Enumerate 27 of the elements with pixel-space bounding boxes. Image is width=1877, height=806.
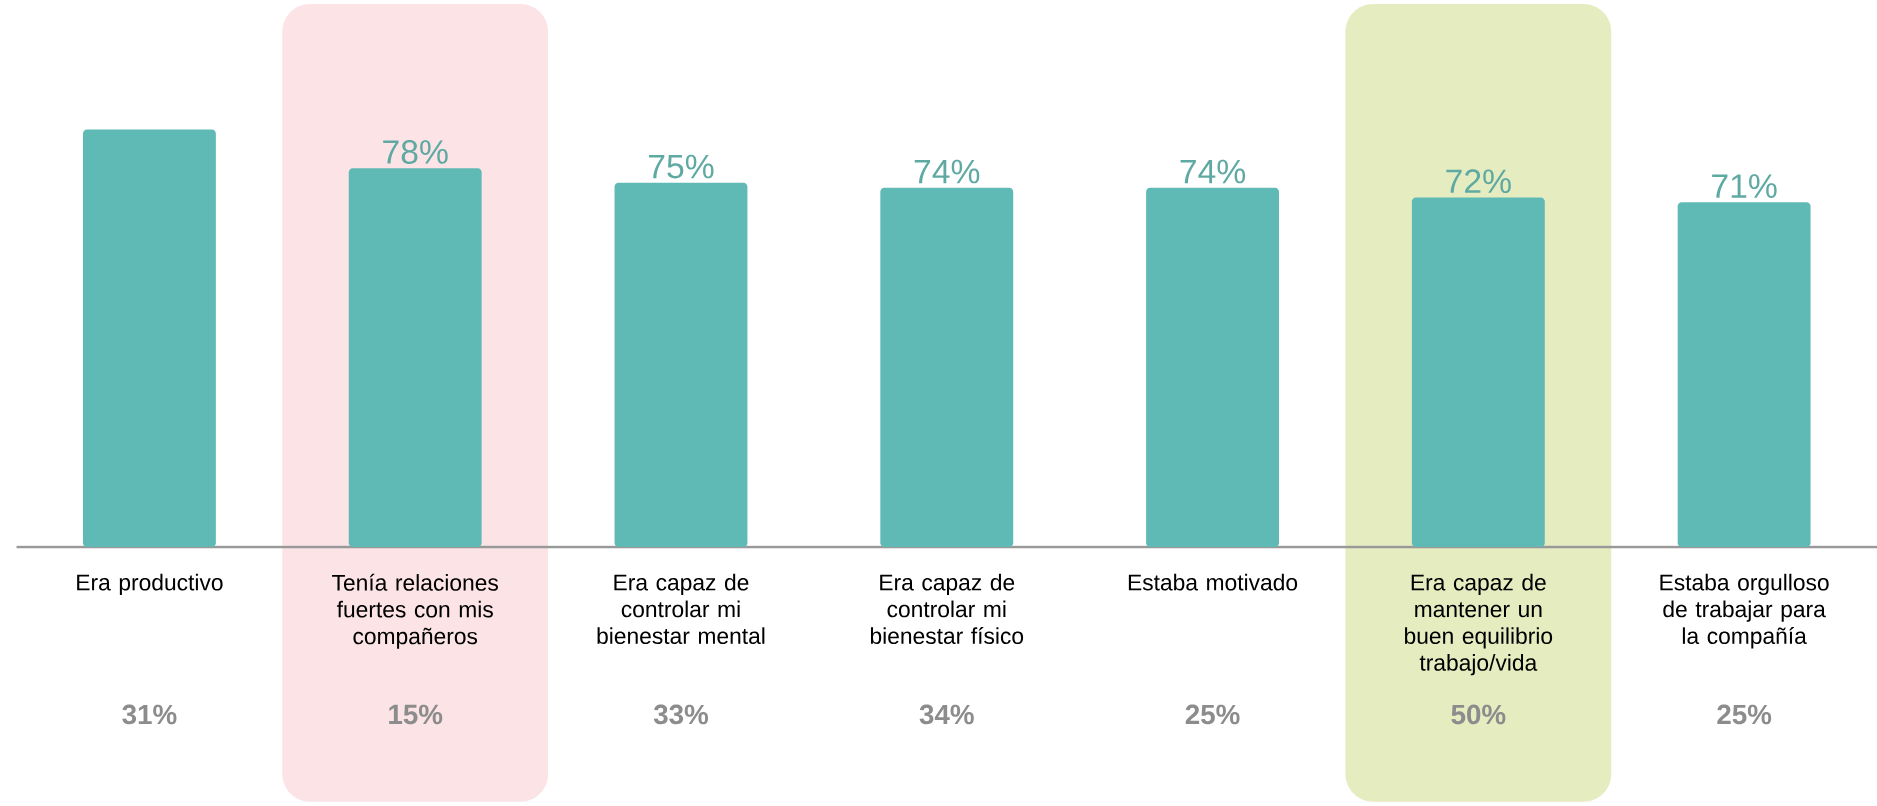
text: 25% bbox=[1717, 704, 1772, 725]
text: 31% bbox=[122, 704, 177, 725]
bar bbox=[82, 129, 216, 548]
bar bbox=[1677, 202, 1811, 548]
text: 50% bbox=[1451, 704, 1506, 725]
x-tick-label: Era productivo bbox=[77, 573, 223, 596]
bar bbox=[1146, 187, 1279, 548]
x-tick-label: Estaba orgulloso de trabajar para la compañía bbox=[1660, 573, 1829, 649]
x-tick-label: Era capaz de controlar mi bienestar físico bbox=[870, 573, 1024, 645]
text: 34% bbox=[919, 704, 974, 725]
data-label: 78% bbox=[383, 140, 448, 164]
x-tick-label: Era capaz de controlar mi bienestar mental bbox=[597, 573, 765, 645]
x-tick-label: Era capaz de mantener un buen equilibrio trabajo/vida bbox=[1405, 573, 1553, 676]
x-tick-label: Tenía relaciones fuertes con mis compañeros bbox=[332, 573, 498, 649]
x-tick-label: Estaba motivado bbox=[1128, 573, 1298, 591]
data-label: 72% bbox=[1446, 169, 1511, 194]
data-label: 75% bbox=[649, 154, 714, 179]
text: 33% bbox=[653, 704, 709, 725]
bar bbox=[614, 182, 748, 548]
data-label: 74% bbox=[914, 159, 980, 184]
bar bbox=[880, 187, 1014, 548]
text: 25% bbox=[1185, 704, 1240, 725]
bar bbox=[1411, 197, 1545, 548]
data-label: 71% bbox=[1712, 174, 1777, 198]
bar bbox=[348, 168, 482, 548]
data-label: 74% bbox=[1180, 159, 1246, 184]
text: 15% bbox=[389, 704, 443, 725]
